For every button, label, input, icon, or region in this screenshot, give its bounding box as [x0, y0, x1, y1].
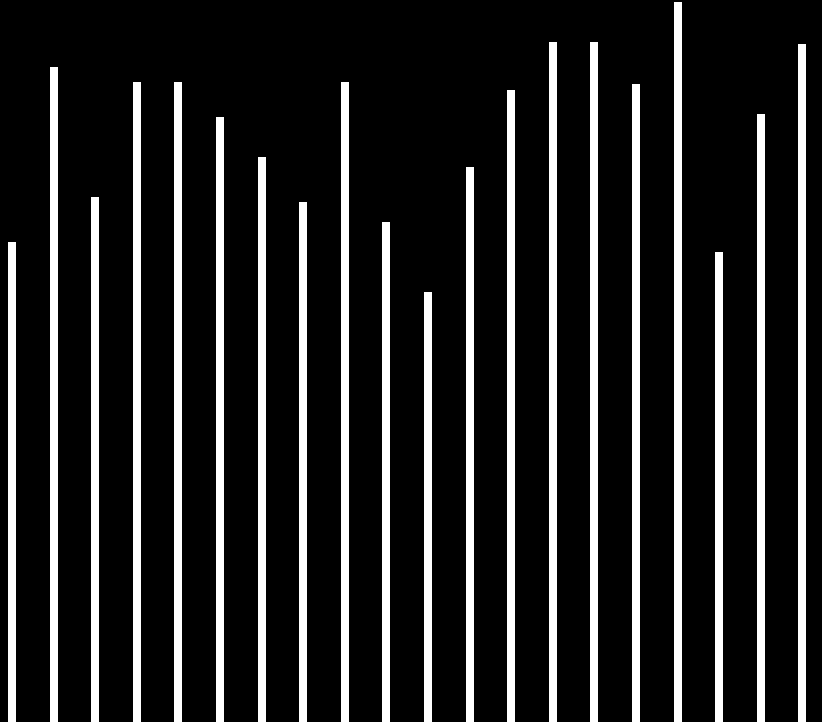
bar-13 [549, 42, 557, 722]
bar-6 [258, 157, 266, 722]
bar-2 [91, 197, 99, 722]
bar-11 [466, 167, 474, 722]
bar-12 [507, 90, 515, 722]
bar-10 [424, 292, 432, 722]
bar-8 [341, 82, 349, 722]
bar-7 [299, 202, 307, 722]
bar-17 [715, 252, 723, 722]
bar-4 [174, 82, 182, 722]
bar-0 [8, 242, 16, 722]
bar-3 [133, 82, 141, 722]
bar-14 [590, 42, 598, 722]
bar-18 [757, 114, 765, 722]
bar-1 [50, 67, 58, 722]
bar-16 [674, 2, 682, 722]
bar-chart [0, 0, 822, 722]
bar-19 [798, 44, 806, 722]
bar-9 [382, 222, 390, 722]
bar-5 [216, 117, 224, 722]
bar-15 [632, 84, 640, 722]
